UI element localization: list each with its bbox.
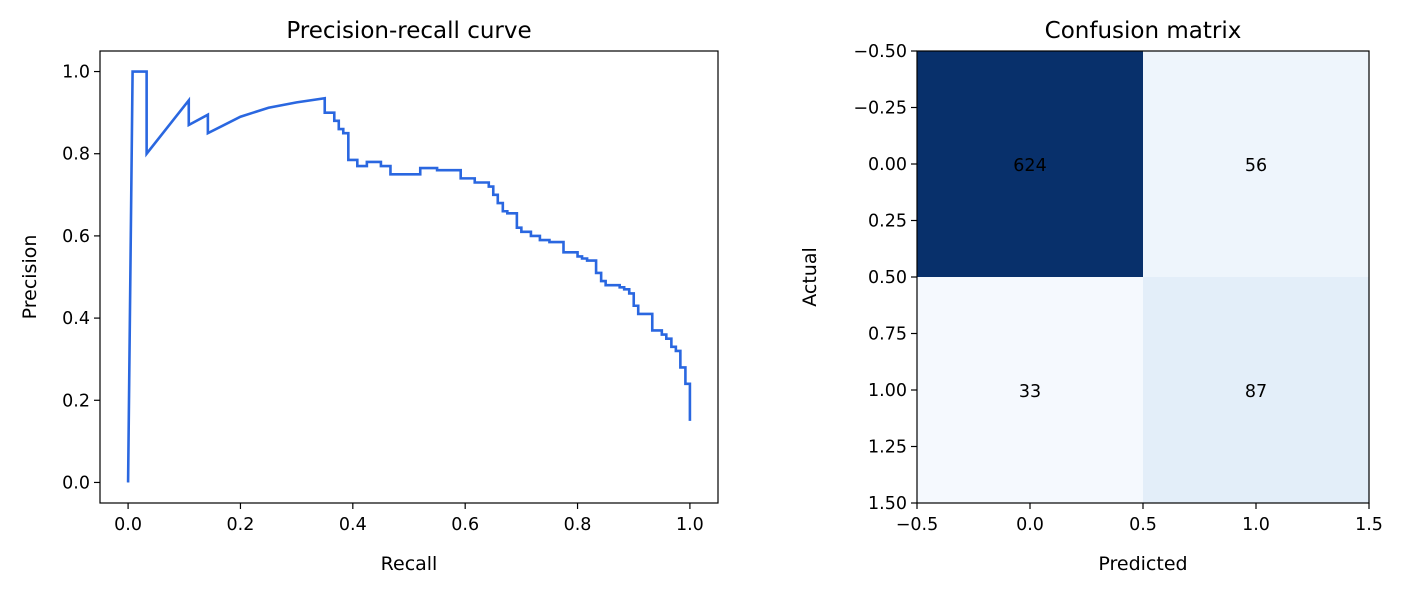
pr-x-axis: 0.0 0.2 0.4 0.6 0.8 1.0 (114, 503, 704, 535)
pr-chart: Precision-recall curve 0.0 0.2 0.4 0.6 0.8 1.… (19, 18, 719, 575)
pr-x-tick-label: 0.4 (339, 515, 367, 535)
pr-y-tick-label: 0.0 (62, 473, 90, 493)
pr-x-tick-label: 0.2 (227, 515, 255, 535)
cm-cell-value: 33 (1019, 382, 1041, 402)
cm-y-tick-label: −0.25 (853, 99, 907, 119)
pr-x-tick-label: 0.8 (564, 515, 592, 535)
pr-y-label: Precision (19, 235, 41, 320)
cm-y-tick-label: 0.50 (868, 268, 907, 288)
cm-x-label: Predicted (1098, 553, 1187, 575)
cm-x-tick-label: 1.5 (1355, 515, 1383, 535)
pr-y-tick-label: 0.8 (62, 145, 90, 165)
confusion-chart: Confusion matrix 624 56 33 87 −0.50 −0.25 0.0… (799, 18, 1383, 575)
cm-x-tick-label: 0.0 (1016, 515, 1044, 535)
cm-y-tick-label: −0.50 (853, 42, 907, 62)
cm-cell (1143, 51, 1369, 277)
pr-curve-line (126, 70, 692, 483)
pr-x-tick-label: 1.0 (676, 515, 704, 535)
pr-y-axis: 0.0 0.2 0.4 0.6 0.8 1.0 (62, 63, 100, 493)
cm-x-axis: −0.5 0.0 0.5 1.0 1.5 (896, 503, 1383, 535)
cm-x-tick-label: −0.5 (896, 515, 939, 535)
pr-y-tick-label: 0.2 (62, 391, 90, 411)
cm-plot-frame (916, 50, 1370, 504)
cm-cells: 624 56 33 87 (917, 51, 1369, 503)
pr-y-tick-label: 1.0 (62, 63, 90, 83)
cm-y-axis: −0.50 −0.25 0.00 0.25 0.50 0.75 1.00 1.25 1.50 (853, 42, 917, 514)
pr-x-tick-label: 0.0 (114, 515, 142, 535)
cm-y-tick-label: 0.00 (868, 155, 907, 175)
cm-y-tick-label: 1.25 (868, 438, 907, 458)
cm-y-label: Actual (799, 247, 821, 307)
cm-cell (1143, 277, 1369, 503)
cm-cell-value: 87 (1245, 382, 1267, 402)
cm-y-tick-label: 0.25 (868, 212, 907, 232)
pr-x-tick-label: 0.6 (451, 515, 479, 535)
pr-plot-frame (99, 50, 719, 504)
cm-y-tick-label: 1.50 (868, 494, 907, 514)
pr-y-tick-label: 0.4 (62, 309, 90, 329)
cm-cell (917, 277, 1143, 503)
cm-cell-value: 624 (1013, 156, 1046, 176)
cm-y-tick-label: 1.00 (868, 381, 907, 401)
cm-x-tick-label: 1.0 (1242, 515, 1270, 535)
cm-x-tick-label: 0.5 (1129, 515, 1157, 535)
cm-cell (917, 51, 1143, 277)
pr-chart-title: Precision-recall curve (286, 18, 531, 44)
cm-cell-value: 56 (1245, 156, 1267, 176)
cm-chart-title: Confusion matrix (1045, 18, 1242, 44)
cm-y-tick-label: 0.75 (868, 325, 907, 345)
pr-y-tick-label: 0.6 (62, 227, 90, 247)
pr-x-label: Recall (381, 553, 438, 575)
